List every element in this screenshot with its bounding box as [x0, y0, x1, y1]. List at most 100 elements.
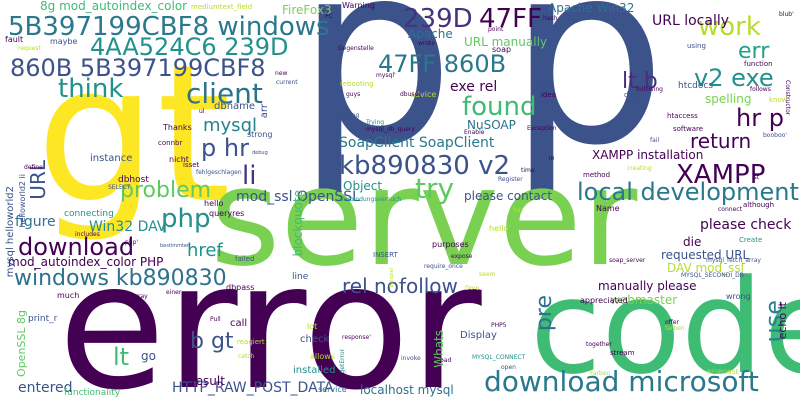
cloud-word: allows: [310, 353, 335, 361]
cloud-word: mysql helloworld2: [6, 186, 16, 277]
cloud-word: open: [501, 365, 516, 371]
cloud-word: installed: [293, 366, 335, 376]
cloud-word: soap: [492, 46, 511, 54]
cloud-word: check: [300, 335, 329, 345]
cloud-word: method: [583, 172, 610, 179]
cloud-word: much: [57, 292, 79, 300]
cloud-word: think: [58, 76, 123, 102]
cloud-word: hash: [543, 16, 557, 22]
cloud-word: SELECT: [108, 185, 131, 191]
cloud-word: booboo': [763, 133, 787, 139]
cloud-word: b gt: [190, 331, 234, 353]
cloud-word: localhost mysql: [360, 384, 454, 396]
cloud-word: Register: [498, 177, 523, 183]
cloud-word: URL locally: [652, 14, 729, 28]
cloud-word: wrong: [726, 293, 751, 301]
cloud-word: hr p: [736, 106, 784, 130]
cloud-word: time: [521, 168, 535, 174]
cloud-word: getError: [340, 349, 346, 373]
cloud-word: mod_autoindex_color PHP: [8, 256, 163, 268]
cloud-word: dbname: [214, 102, 255, 112]
cloud-word: please contact: [464, 190, 552, 202]
cloud-word: invoke: [401, 356, 421, 362]
cloud-word: hello': [489, 225, 511, 233]
cloud-word: einer: [166, 290, 181, 296]
cloud-word: RESPONSE: [707, 370, 739, 376]
cloud-word: Name: [596, 205, 620, 213]
cloud-word: exe rel: [450, 80, 497, 94]
cloud-word: purposes: [432, 241, 469, 249]
cloud-word: idea: [541, 92, 556, 99]
cloud-word: creating: [627, 166, 652, 172]
cloud-word: line: [292, 273, 308, 282]
cloud-word: MYSQL_SECONDI_DB: [681, 273, 744, 279]
cloud-word: fehlgeschlagen: [196, 170, 242, 176]
cloud-word: bad: [440, 358, 451, 364]
cloud-word: wrote: [418, 41, 435, 47]
cloud-word: data: [624, 92, 640, 99]
cloud-word: bestimmten: [160, 244, 190, 249]
cloud-word: blockquote: [292, 190, 304, 257]
cloud-word: define: [24, 165, 43, 171]
cloud-word: dbpass: [226, 284, 254, 292]
cloud-word: queryres: [209, 210, 244, 218]
cloud-word: htcdocs: [678, 82, 713, 91]
cloud-word: rel nofollow: [342, 276, 458, 296]
cloud-word: maybe: [50, 38, 77, 46]
cloud-word: Apache: [408, 28, 453, 40]
cloud-word: li: [242, 163, 256, 189]
cloud-word: response': [342, 335, 371, 341]
cloud-word: soap_server: [609, 258, 645, 264]
cloud-word: windows kb890830: [14, 268, 227, 290]
cloud-word: PC: [325, 14, 333, 20]
cloud-word: go: [141, 350, 156, 362]
cloud-word: Beispiel: [390, 268, 395, 288]
cloud-word: Apache Win32: [548, 2, 634, 14]
cloud-word: hat: [513, 208, 523, 214]
cloud-word: mysql': [376, 73, 396, 79]
cloud-word: ID: [549, 157, 554, 162]
cloud-word: Gegenstelle: [338, 46, 374, 52]
cloud-word: instance: [90, 154, 132, 164]
cloud-word: print_r: [28, 315, 57, 324]
cloud-word: mysql_fetch_array: [706, 258, 761, 264]
cloud-word: function: [744, 61, 773, 68]
cloud-word: fault: [5, 36, 23, 44]
cloud-word: Display: [460, 331, 497, 341]
cloud-word: INSERT: [373, 252, 398, 259]
cloud-word: reagiert: [237, 339, 265, 346]
cloud-word: php: [161, 206, 211, 232]
cloud-word: spelling: [705, 93, 751, 105]
cloud-word: current: [276, 80, 298, 86]
cloud-word: fail: [650, 138, 659, 144]
cloud-word: helloworld2 li: [19, 174, 27, 227]
cloud-word: p hr: [201, 136, 249, 160]
cloud-word: connect: [718, 207, 742, 213]
cloud-word: using: [687, 43, 706, 50]
cloud-word: ist: [752, 175, 759, 181]
cloud-word: Doro: [465, 286, 479, 292]
cloud-word: href: [187, 242, 223, 260]
cloud-word: echo lt: [777, 302, 788, 339]
cloud-word: includes: [75, 232, 100, 238]
cloud-word: please check: [700, 218, 791, 232]
cloud-word: debug: [252, 151, 268, 156]
cloud-word: die: [683, 236, 701, 248]
cloud-word: expose: [451, 254, 472, 260]
cloud-word: manually please: [598, 280, 697, 292]
cloud-word: connecting: [64, 210, 114, 219]
cloud-word: Win32 DAV: [89, 220, 166, 234]
cloud-word: htaccess: [667, 113, 698, 120]
cloud-word: functionality: [64, 389, 120, 398]
cloud-word: Hey: [537, 80, 549, 86]
cloud-word: strong: [247, 131, 272, 139]
cloud-word: 8g mod_autoindex_color: [40, 0, 187, 12]
cloud-word: Enable: [464, 130, 484, 136]
cloud-word: appreciated: [580, 297, 628, 305]
cloud-word: php': [125, 240, 138, 246]
cloud-word: result: [191, 375, 225, 387]
cloud-word: hello: [204, 200, 223, 208]
cloud-word: Rating: [340, 113, 359, 119]
cloud-word: Exception: [527, 126, 557, 132]
